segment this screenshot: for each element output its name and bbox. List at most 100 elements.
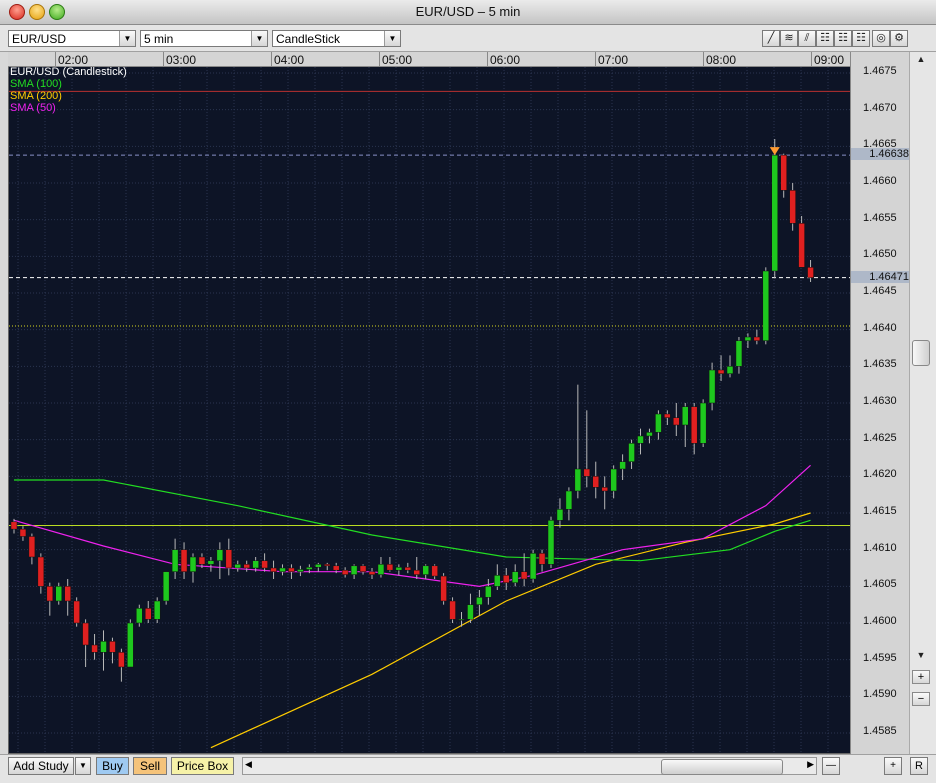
candle-body — [198, 556, 206, 565]
window-title: EUR/USD – 5 min — [415, 4, 521, 19]
horizontal-scroll-thumb[interactable] — [661, 759, 783, 775]
price-tick: 1.4615 — [863, 505, 897, 517]
price-tick: 1.4645 — [863, 285, 897, 297]
high-price-label: 1.46638 — [851, 148, 909, 161]
time-separator — [379, 52, 380, 66]
candle-body — [368, 571, 376, 575]
candle-body — [476, 597, 483, 605]
price-tick: 1.4590 — [863, 688, 897, 701]
time-separator — [811, 52, 812, 66]
candle-body — [458, 619, 465, 621]
chevron-down-icon[interactable]: ▼ — [251, 31, 267, 46]
sell-button[interactable]: Sell — [133, 757, 167, 775]
close-window-button[interactable] — [9, 4, 25, 20]
candle-body — [789, 190, 796, 224]
legend-sma-100[interactable]: SMA (100) — [10, 78, 62, 90]
candle-body — [583, 468, 591, 477]
vertical-scroll-thumb[interactable] — [912, 340, 930, 366]
price-tick: 1.4635 — [863, 358, 897, 371]
price-tick: 1.4630 — [863, 395, 897, 407]
price-tick: 1.4585 — [863, 725, 897, 737]
candle-body — [19, 528, 27, 537]
candle-body — [682, 406, 689, 426]
chart-plot-area[interactable] — [8, 52, 908, 754]
chevron-down-icon[interactable]: ▼ — [75, 757, 91, 775]
time-separator — [487, 52, 488, 66]
symbol-select[interactable]: EUR/USD ▼ — [8, 30, 136, 47]
scroll-up-icon[interactable]: ▲ — [916, 54, 926, 64]
legend-sma-200[interactable]: SMA (200) — [10, 90, 62, 102]
zoom-in-time-button[interactable]: + — [884, 757, 902, 775]
candle-body — [413, 569, 420, 575]
horizontal-scrollbar[interactable]: ◀ ▶ — [242, 757, 817, 775]
sma-50-line — [13, 464, 811, 587]
buy-button[interactable]: Buy — [96, 757, 129, 775]
price-tick: 1.4600 — [863, 615, 897, 627]
chevron-down-icon[interactable]: ▼ — [119, 31, 135, 46]
candle-body — [55, 586, 62, 602]
grid-c-icon[interactable]: ☷ — [852, 30, 870, 47]
scroll-down-icon[interactable]: ▼ — [916, 650, 926, 660]
time-separator — [595, 52, 596, 66]
legend-main: EUR/USD (Candlestick) — [10, 66, 127, 78]
legend-sma-50[interactable]: SMA (50) — [10, 102, 56, 114]
candle-body — [646, 432, 653, 437]
time-tick: 05:00 — [382, 53, 413, 67]
price-tick: 1.4640 — [863, 321, 897, 334]
candle-body — [404, 567, 412, 571]
candle-body — [529, 553, 537, 580]
candle-body — [610, 468, 617, 492]
candle-body — [252, 560, 259, 569]
candle-body — [637, 435, 644, 444]
grid-b-icon[interactable]: ☷ — [834, 30, 852, 47]
candlestick-chart[interactable] — [9, 53, 851, 753]
candle-body — [162, 571, 170, 602]
candle-body — [243, 564, 250, 569]
candle-body — [664, 413, 671, 418]
zoom-in-button[interactable]: + — [912, 670, 930, 684]
candle-body — [395, 567, 403, 571]
reset-button[interactable]: R — [910, 757, 928, 775]
scroll-left-icon[interactable]: ◀ — [245, 759, 252, 769]
zoom-out-button[interactable]: − — [912, 692, 930, 706]
zoom-icon[interactable]: ◎ — [872, 30, 890, 47]
bottom-bar: Add Study ▼ Buy Sell Price Box ◀ ▶ — + R — [0, 754, 936, 783]
chart-style-select[interactable]: CandleStick ▼ — [272, 30, 401, 47]
grid-a-icon[interactable]: ☷ — [816, 30, 834, 47]
candle-body — [136, 608, 143, 624]
price-tick: 1.4595 — [863, 651, 897, 664]
candle-body — [37, 556, 45, 587]
vertical-scrollbar[interactable]: ▲ ▼ + − — [909, 52, 936, 754]
time-separator — [163, 52, 164, 66]
add-study-button[interactable]: Add Study — [8, 757, 74, 775]
settings-icon[interactable]: ⚙ — [890, 30, 908, 47]
candle-body — [771, 154, 778, 272]
time-tick: 06:00 — [490, 53, 521, 67]
price-axis[interactable]: 1.4675 1.4670 1.4665 1.4660 1.4655 1.4650 1.46… — [850, 52, 909, 754]
candle-body — [708, 369, 716, 404]
candle-body — [440, 575, 447, 602]
candle-body — [10, 521, 18, 530]
price-box-button[interactable]: Price Box — [171, 757, 234, 775]
candle-body — [798, 223, 805, 268]
candle-body — [91, 644, 98, 653]
time-separator — [271, 52, 272, 66]
candle-body — [619, 461, 626, 470]
chart-toolbar: EUR/USD ▼ 5 min ▼ CandleStick ▼ ╱ ≋ ⫽ ☷ … — [0, 25, 936, 52]
candle-body — [46, 586, 54, 602]
candle-body — [332, 565, 340, 571]
candle-body — [807, 267, 814, 278]
zoom-window-button[interactable] — [49, 4, 65, 20]
candle-body — [422, 565, 429, 575]
channel-tool-icon[interactable]: ⫽ — [798, 30, 816, 47]
fib-tool-icon[interactable]: ≋ — [780, 30, 798, 47]
zoom-out-time-button[interactable]: — — [822, 757, 840, 775]
interval-value: 5 min — [144, 32, 174, 46]
chevron-down-icon[interactable]: ▼ — [384, 31, 400, 46]
candle-body — [753, 336, 761, 341]
line-tool-icon[interactable]: ╱ — [762, 30, 780, 47]
interval-select[interactable]: 5 min ▼ — [140, 30, 268, 47]
scroll-right-icon[interactable]: ▶ — [807, 759, 814, 769]
minimize-window-button[interactable] — [29, 4, 45, 20]
candle-body — [655, 413, 662, 433]
